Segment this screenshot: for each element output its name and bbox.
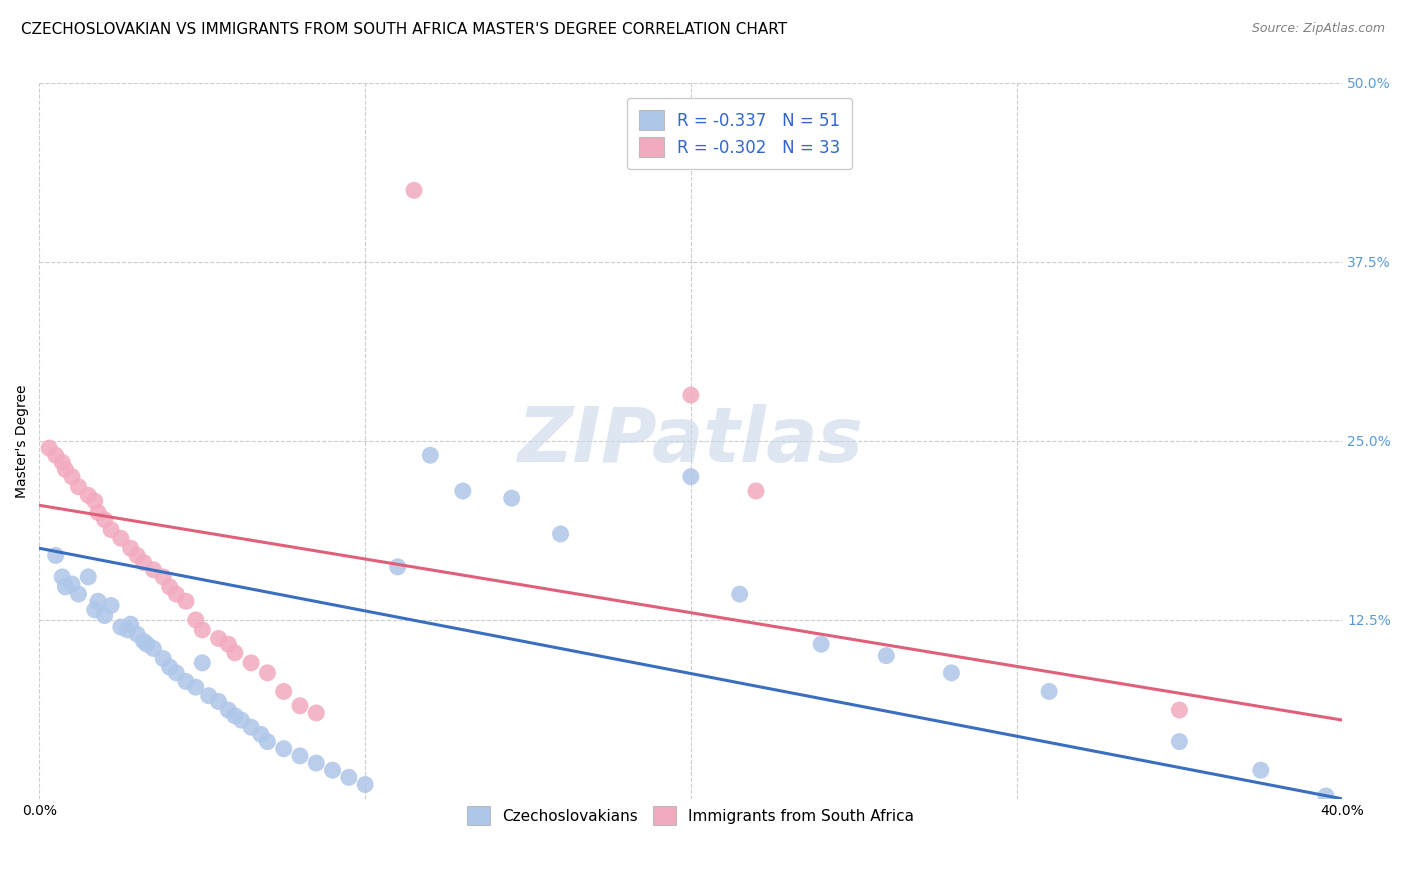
Point	[100, 599, 122, 613]
Point	[1168, 734, 1191, 748]
Point	[110, 531, 132, 545]
Point	[728, 587, 751, 601]
Point	[127, 627, 149, 641]
Point	[60, 469, 83, 483]
Point	[501, 491, 523, 505]
Point	[51, 455, 73, 469]
Point	[184, 613, 207, 627]
Point	[67, 587, 90, 601]
Point	[132, 634, 155, 648]
Point	[120, 541, 142, 556]
Point	[224, 708, 246, 723]
Point	[273, 684, 295, 698]
Point	[354, 777, 377, 791]
Point	[745, 483, 768, 498]
Point	[419, 448, 441, 462]
Point	[159, 580, 181, 594]
Point	[197, 689, 219, 703]
Point	[142, 641, 165, 656]
Point	[77, 488, 100, 502]
Point	[231, 713, 253, 727]
Point	[67, 480, 90, 494]
Point	[240, 656, 263, 670]
Point	[165, 587, 187, 601]
Point	[77, 570, 100, 584]
Point	[117, 623, 139, 637]
Point	[679, 388, 702, 402]
Point	[127, 549, 149, 563]
Point	[87, 594, 110, 608]
Point	[550, 527, 572, 541]
Point	[83, 494, 105, 508]
Point	[207, 694, 229, 708]
Point	[100, 523, 122, 537]
Y-axis label: Master's Degree: Master's Degree	[15, 384, 30, 498]
Point	[174, 594, 197, 608]
Point	[135, 637, 157, 651]
Point	[273, 741, 295, 756]
Point	[322, 763, 344, 777]
Point	[387, 560, 409, 574]
Text: ZIPatlas: ZIPatlas	[517, 404, 863, 478]
Point	[1038, 684, 1060, 698]
Point	[679, 469, 702, 483]
Point	[337, 770, 360, 784]
Point	[240, 720, 263, 734]
Point	[256, 665, 278, 680]
Point	[305, 756, 328, 770]
Point	[451, 483, 474, 498]
Point	[305, 706, 328, 720]
Point	[152, 570, 174, 584]
Point	[250, 727, 273, 741]
Point	[402, 183, 425, 197]
Point	[45, 549, 67, 563]
Point	[93, 608, 115, 623]
Point	[120, 617, 142, 632]
Point	[288, 698, 311, 713]
Point	[217, 637, 239, 651]
Point	[83, 603, 105, 617]
Point	[142, 563, 165, 577]
Point	[55, 580, 77, 594]
Point	[1315, 789, 1337, 803]
Point	[256, 734, 278, 748]
Point	[1168, 703, 1191, 717]
Point	[45, 448, 67, 462]
Point	[224, 646, 246, 660]
Point	[184, 680, 207, 694]
Point	[191, 656, 214, 670]
Point	[38, 441, 60, 455]
Point	[152, 651, 174, 665]
Point	[191, 623, 214, 637]
Point	[941, 665, 963, 680]
Point	[207, 632, 229, 646]
Point	[1250, 763, 1272, 777]
Point	[93, 513, 115, 527]
Point	[87, 506, 110, 520]
Point	[51, 570, 73, 584]
Point	[110, 620, 132, 634]
Point	[288, 748, 311, 763]
Text: Source: ZipAtlas.com: Source: ZipAtlas.com	[1251, 22, 1385, 36]
Point	[60, 577, 83, 591]
Point	[132, 556, 155, 570]
Text: CZECHOSLOVAKIAN VS IMMIGRANTS FROM SOUTH AFRICA MASTER'S DEGREE CORRELATION CHAR: CZECHOSLOVAKIAN VS IMMIGRANTS FROM SOUTH…	[21, 22, 787, 37]
Point	[875, 648, 897, 663]
Point	[165, 665, 187, 680]
Point	[217, 703, 239, 717]
Point	[174, 674, 197, 689]
Point	[810, 637, 832, 651]
Point	[159, 660, 181, 674]
Legend: Czechoslovakians, Immigrants from South Africa: Czechoslovakians, Immigrants from South …	[458, 797, 924, 834]
Point	[55, 462, 77, 476]
